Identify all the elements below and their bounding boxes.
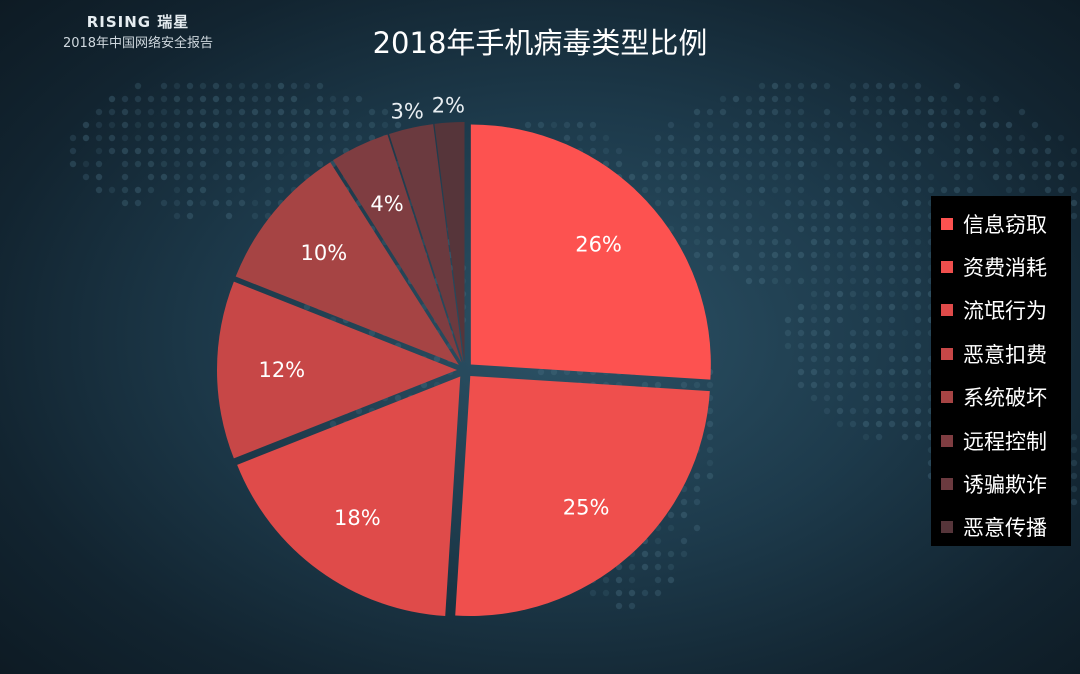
slice-value-label: 12% bbox=[258, 358, 305, 382]
legend-item: 诱骗欺诈 bbox=[941, 462, 1071, 505]
legend-item: 信息窃取 bbox=[941, 202, 1071, 245]
pie-slice-5 bbox=[235, 162, 459, 365]
legend-swatch bbox=[941, 434, 953, 447]
pie-slice-2 bbox=[455, 376, 710, 617]
legend-label: 诱骗欺诈 bbox=[963, 473, 1047, 498]
legend-label: 信息窃取 bbox=[963, 212, 1047, 237]
report-name: 2018年中国网络安全报告 bbox=[62, 36, 214, 51]
legend-item: 资费消耗 bbox=[941, 245, 1071, 288]
legend-item: 系统破坏 bbox=[941, 376, 1071, 419]
legend-swatch bbox=[941, 521, 953, 534]
slice-value-label: 26% bbox=[575, 233, 622, 257]
chart-legend: 信息窃取资费消耗流氓行为恶意扣费系统破坏远程控制诱骗欺诈恶意传播 bbox=[931, 196, 1071, 546]
legend-label: 流氓行为 bbox=[963, 299, 1047, 324]
legend-item: 远程控制 bbox=[941, 419, 1071, 462]
brand-header: RISING 瑞星 2018年中国网络安全报告 bbox=[38, 12, 238, 54]
slice-value-label: 25% bbox=[563, 495, 610, 519]
legend-item: 恶意传播 bbox=[941, 506, 1071, 549]
legend-label: 恶意传播 bbox=[963, 516, 1047, 541]
slice-value-label: 4% bbox=[370, 192, 403, 216]
legend-swatch bbox=[941, 391, 953, 404]
slice-value-label: 3% bbox=[391, 99, 424, 123]
legend-label: 系统破坏 bbox=[963, 386, 1047, 411]
pie-slice-4 bbox=[216, 281, 457, 459]
pie-slice-1 bbox=[470, 124, 711, 380]
chart-title: 2018年手机病毒类型比例 bbox=[372, 26, 708, 60]
legend-swatch bbox=[941, 478, 953, 491]
pie-slice-6 bbox=[333, 134, 462, 363]
legend-swatch bbox=[941, 217, 953, 230]
legend-item: 恶意扣费 bbox=[941, 332, 1071, 375]
legend-label: 资费消耗 bbox=[963, 256, 1047, 281]
slice-value-label: 2% bbox=[432, 94, 465, 118]
pie-slice-7 bbox=[389, 124, 464, 363]
legend-item: 流氓行为 bbox=[941, 289, 1071, 332]
legend-swatch bbox=[941, 304, 953, 317]
legend-swatch bbox=[941, 347, 953, 360]
legend-label: 远程控制 bbox=[963, 429, 1047, 454]
slice-value-label: 18% bbox=[334, 506, 381, 530]
pie-slice-8 bbox=[434, 122, 465, 363]
legend-label: 恶意扣费 bbox=[963, 342, 1047, 367]
legend-swatch bbox=[941, 261, 953, 274]
pie-slice-3 bbox=[237, 376, 461, 616]
rising-logo: RISING 瑞星 bbox=[86, 13, 190, 31]
slice-value-label: 10% bbox=[300, 241, 347, 265]
